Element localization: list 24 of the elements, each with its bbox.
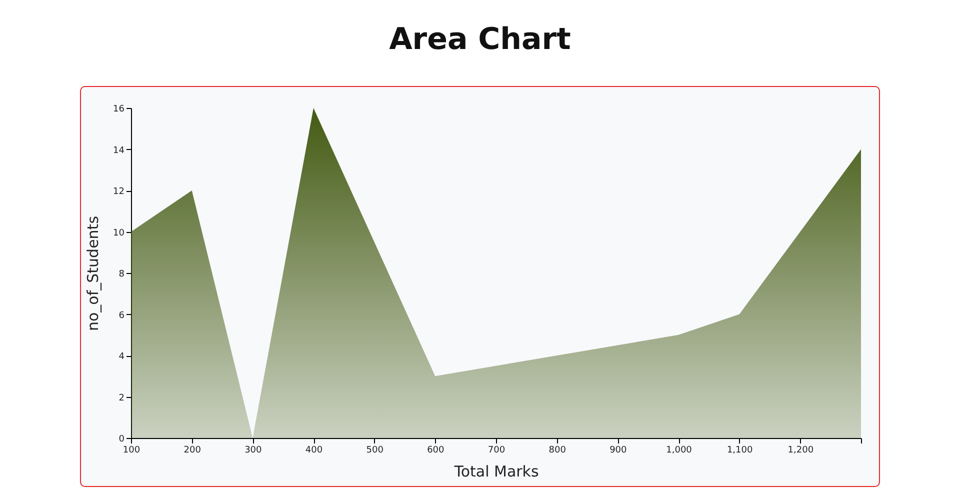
x-tick-label: 800 [548,446,566,456]
x-tick-label: 1,100 [726,446,753,456]
x-tick-label: 500 [366,446,384,456]
x-tick-label: 700 [488,446,506,456]
y-tick-label: 8 [118,270,125,280]
x-tick-label: 1,200 [788,446,814,456]
y-tick-label: 14 [113,146,125,156]
y-tick-label: 10 [113,228,125,238]
y-tick-label: 6 [118,310,125,321]
x-tick-label: 900 [610,446,628,456]
y-axis-title: no_of_Students [84,216,102,332]
x-tick-label: 300 [244,446,262,456]
y-tick-label: 2 [118,393,124,404]
y-tick-label: 12 [113,187,124,197]
x-tick-label: 1,000 [666,446,692,456]
chart-title: Area Chart [388,22,572,57]
x-tick-label: 400 [305,446,323,456]
x-axis-title: Total Marks [453,462,539,480]
x-tick-label: 600 [427,446,445,456]
x-tick-label: 200 [184,446,202,456]
y-tick-label: 16 [113,104,125,114]
y-tick-label: 0 [118,434,125,444]
x-tick-label: 100 [122,446,140,456]
y-tick-label: 4 [118,352,125,362]
